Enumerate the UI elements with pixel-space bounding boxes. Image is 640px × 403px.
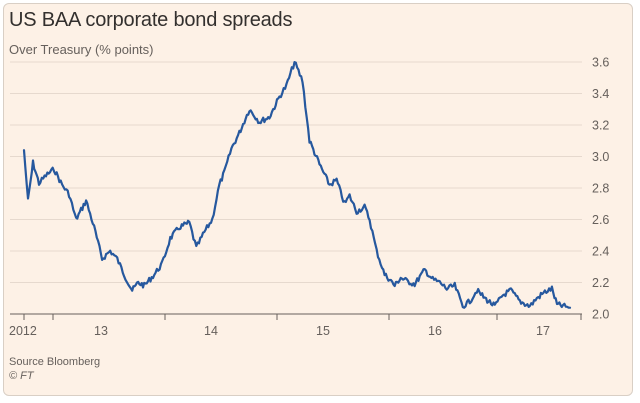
x-tick-label: 2012 bbox=[9, 324, 37, 338]
y-tick-label: 2.8 bbox=[592, 182, 609, 196]
chart-footer: Source Bloomberg © FT bbox=[9, 355, 100, 383]
y-tick-label: 3.2 bbox=[592, 119, 609, 133]
y-tick-label: 2.6 bbox=[592, 213, 609, 227]
y-axis-tick-labels: 2.0 2.2 2.4 2.6 2.8 3.0 3.2 3.4 3.6 bbox=[592, 56, 609, 322]
ft-credit: © FT bbox=[9, 370, 34, 382]
chart-title: US BAA corporate bond spreads bbox=[9, 9, 293, 31]
source-note: Source Bloomberg bbox=[9, 356, 101, 368]
y-tick-label: 3.4 bbox=[592, 87, 609, 101]
x-tick-label: 16 bbox=[428, 324, 442, 338]
chart-subtitle: Over Treasury (% points) bbox=[9, 42, 154, 57]
x-tick-label: 17 bbox=[536, 324, 550, 338]
chart-card bbox=[3, 3, 633, 396]
x-tick-label: 15 bbox=[316, 324, 330, 338]
y-tick-label: 2.2 bbox=[592, 276, 609, 290]
x-tick-label: 14 bbox=[204, 324, 218, 338]
x-tick-label: 13 bbox=[94, 324, 108, 338]
y-tick-label: 2.4 bbox=[592, 245, 609, 259]
x-axis: 2012 13 14 15 16 17 bbox=[9, 314, 582, 338]
series-line bbox=[22, 60, 572, 309]
y-tick-label: 2.0 bbox=[592, 308, 609, 322]
y-tick-label: 3.0 bbox=[592, 150, 609, 164]
gridlines bbox=[10, 61, 582, 315]
series-lines bbox=[22, 60, 572, 309]
y-tick-label: 3.6 bbox=[592, 56, 609, 70]
